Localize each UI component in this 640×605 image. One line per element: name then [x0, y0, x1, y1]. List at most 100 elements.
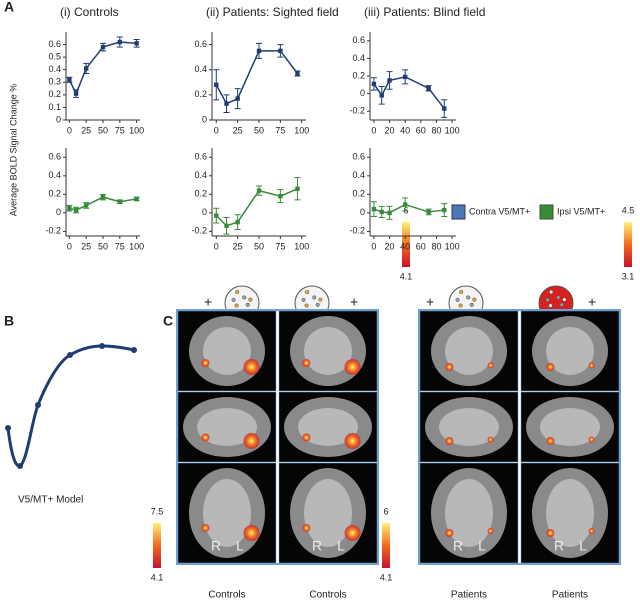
activation — [588, 362, 595, 369]
y-tick-label: 0.6 — [48, 152, 61, 162]
y-tick-label: 0.2 — [48, 89, 61, 99]
x-tick-label: 75 — [275, 125, 285, 135]
data-point — [442, 106, 447, 111]
data-point — [442, 207, 447, 213]
legend-label: Ipsi V5/MT+ — [557, 206, 605, 216]
y-tick-label: 0.4 — [48, 64, 61, 74]
y-tick-label: 0 — [360, 207, 365, 217]
activation — [302, 359, 311, 367]
stimulus-dot — [248, 297, 253, 302]
y-tick-label: 0.2 — [352, 189, 365, 199]
brain-inner — [298, 408, 358, 446]
y-tick-label: -0.2 — [349, 226, 365, 236]
x-tick-label: 100 — [294, 241, 309, 251]
y-tick-label: 0.6 — [352, 35, 365, 45]
x-tick-label: 100 — [445, 125, 460, 135]
stimulus-dot — [459, 290, 464, 295]
data-point — [134, 196, 139, 202]
y-tick-label: 0.4 — [194, 170, 207, 180]
x-tick-label: 75 — [115, 241, 125, 251]
brain-caption: Patients — [451, 590, 487, 601]
stimulus-dot — [315, 302, 320, 307]
model-curve — [6, 344, 135, 468]
hemisphere-label: L — [579, 538, 587, 554]
y-tick-label: 0.4 — [48, 170, 61, 180]
data-point — [256, 188, 262, 193]
legend-label: Contra V5/MT+ — [469, 206, 530, 216]
data-point — [371, 206, 377, 212]
y-tick-label: 0 — [202, 114, 207, 124]
chart-title: (ii) Patients: Sighted field — [206, 5, 339, 19]
x-tick-label: 20 — [385, 125, 395, 135]
y-tick-label: 0 — [56, 114, 61, 124]
chart-title: (i) Controls — [60, 5, 119, 19]
hemisphere-label: R — [453, 538, 463, 554]
brain-inner — [546, 479, 594, 547]
panel-frame — [176, 309, 379, 565]
activation — [588, 436, 595, 443]
data-point — [73, 207, 79, 213]
stimulus-dot — [549, 290, 554, 295]
brain-inner — [445, 327, 493, 375]
x-tick-label: 0 — [371, 125, 376, 135]
stimulus-dot — [455, 297, 460, 302]
stimulus-dot — [458, 303, 463, 308]
legend-swatch — [451, 204, 466, 220]
stimulus-dot — [312, 295, 317, 300]
panel-label: C — [163, 313, 173, 329]
y-tick-label: -0.2 — [191, 226, 207, 236]
data-point — [278, 193, 283, 199]
x-tick-label: 80 — [431, 241, 441, 251]
activation — [546, 437, 555, 445]
x-tick-label: 25 — [81, 241, 91, 251]
stimulus-dot — [231, 297, 236, 302]
colorbar-max: 6 — [403, 205, 408, 215]
x-tick-label: 100 — [445, 241, 460, 251]
y-tick-label: 0.5 — [48, 52, 61, 62]
model-points — [5, 343, 137, 469]
activation — [445, 363, 454, 371]
activation — [445, 437, 454, 445]
brain-inner — [203, 327, 251, 375]
activation — [201, 359, 210, 367]
svg-text:+: + — [204, 294, 212, 310]
stimulus-dot — [305, 290, 310, 295]
stimulus-dot — [469, 302, 474, 307]
stimulus-dot — [242, 295, 247, 300]
stimulus-dot — [234, 303, 239, 308]
hemisphere-label: R — [554, 538, 564, 554]
stimulus-dot — [318, 297, 323, 302]
data-point — [100, 194, 106, 200]
data-point — [402, 202, 408, 207]
activation — [487, 436, 494, 443]
brain-inner — [445, 479, 493, 547]
brain-caption: Controls — [208, 590, 245, 601]
colorbar — [624, 222, 632, 267]
colorbar-max: 7.5 — [151, 506, 164, 516]
x-tick-label: 50 — [254, 125, 264, 135]
panel-label: A — [4, 0, 14, 15]
x-tick-label: 20 — [385, 241, 395, 251]
x-tick-label: 40 — [400, 125, 410, 135]
activation — [546, 363, 555, 371]
data-point — [235, 219, 240, 225]
activation — [445, 529, 454, 537]
y-tick-label: 0.2 — [352, 70, 365, 80]
stimulus-dot — [304, 303, 309, 308]
svg-text:+: + — [350, 294, 358, 310]
model-label: V5/MT+ Model — [18, 495, 83, 506]
brain-inner — [304, 479, 352, 547]
data-line — [215, 188, 298, 227]
data-point — [214, 213, 219, 218]
data-point — [379, 209, 384, 215]
y-tick-label: 0.1 — [48, 102, 61, 112]
stimulus-dot — [466, 295, 471, 300]
stimulus-dot — [562, 297, 567, 302]
x-tick-label: 50 — [254, 241, 264, 251]
activation — [487, 528, 494, 534]
data-point — [387, 210, 392, 216]
data-point — [67, 77, 72, 82]
data-point — [426, 209, 431, 215]
data-line — [373, 203, 445, 214]
